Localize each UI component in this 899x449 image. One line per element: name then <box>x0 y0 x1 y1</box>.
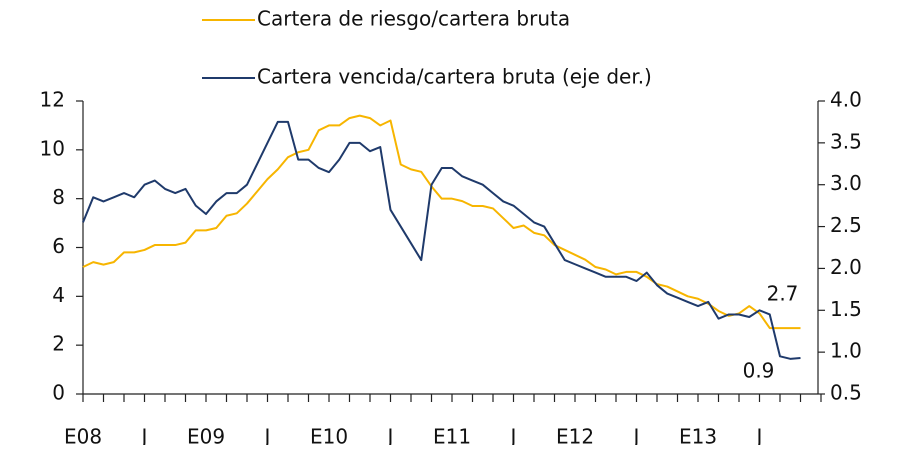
series-line <box>82 114 801 330</box>
y-tick-label: 6 <box>52 234 65 258</box>
y2-tick-label: 2.0 <box>830 255 862 279</box>
value-label: 0.9 <box>743 359 775 383</box>
y2-tick-label: 4.0 <box>830 88 862 112</box>
y2-tick-label: 3.0 <box>830 171 862 195</box>
x-tick-label: E09 <box>187 425 225 446</box>
legend-label: Cartera vencida/cartera bruta (eje der.) <box>257 65 652 89</box>
x-tick-label: J <box>632 425 640 446</box>
y2-tick-label: 3.5 <box>830 129 862 153</box>
x-tick-label: J <box>263 425 271 446</box>
x-tick-label: E11 <box>433 425 471 446</box>
y-tick-label: 0 <box>52 381 65 405</box>
x-tick-label: J <box>755 425 763 446</box>
x-tick-label: E08 <box>64 425 102 446</box>
x-tick-label: E13 <box>679 425 717 446</box>
x-tick-label: J <box>509 425 517 446</box>
y2-tick-label: 1.0 <box>830 339 862 363</box>
y2-tick-label: 1.5 <box>830 297 862 321</box>
y-tick-label: 10 <box>40 136 65 160</box>
x-tick-label: E12 <box>556 425 594 446</box>
y-tick-label: 4 <box>52 283 65 307</box>
series-line <box>82 120 801 360</box>
y2-tick-label: 2.5 <box>830 213 862 237</box>
y-tick-label: 2 <box>52 332 65 356</box>
x-tick-label: J <box>140 425 148 446</box>
y2-tick-label: 0.5 <box>830 381 862 405</box>
x-tick-label: E10 <box>310 425 348 446</box>
value-label: 2.7 <box>767 282 799 306</box>
x-tick-label: J <box>386 425 394 446</box>
y-tick-label: 12 <box>40 88 65 112</box>
legend-label: Cartera de riesgo/cartera bruta <box>257 7 570 31</box>
y-tick-label: 8 <box>52 185 65 209</box>
